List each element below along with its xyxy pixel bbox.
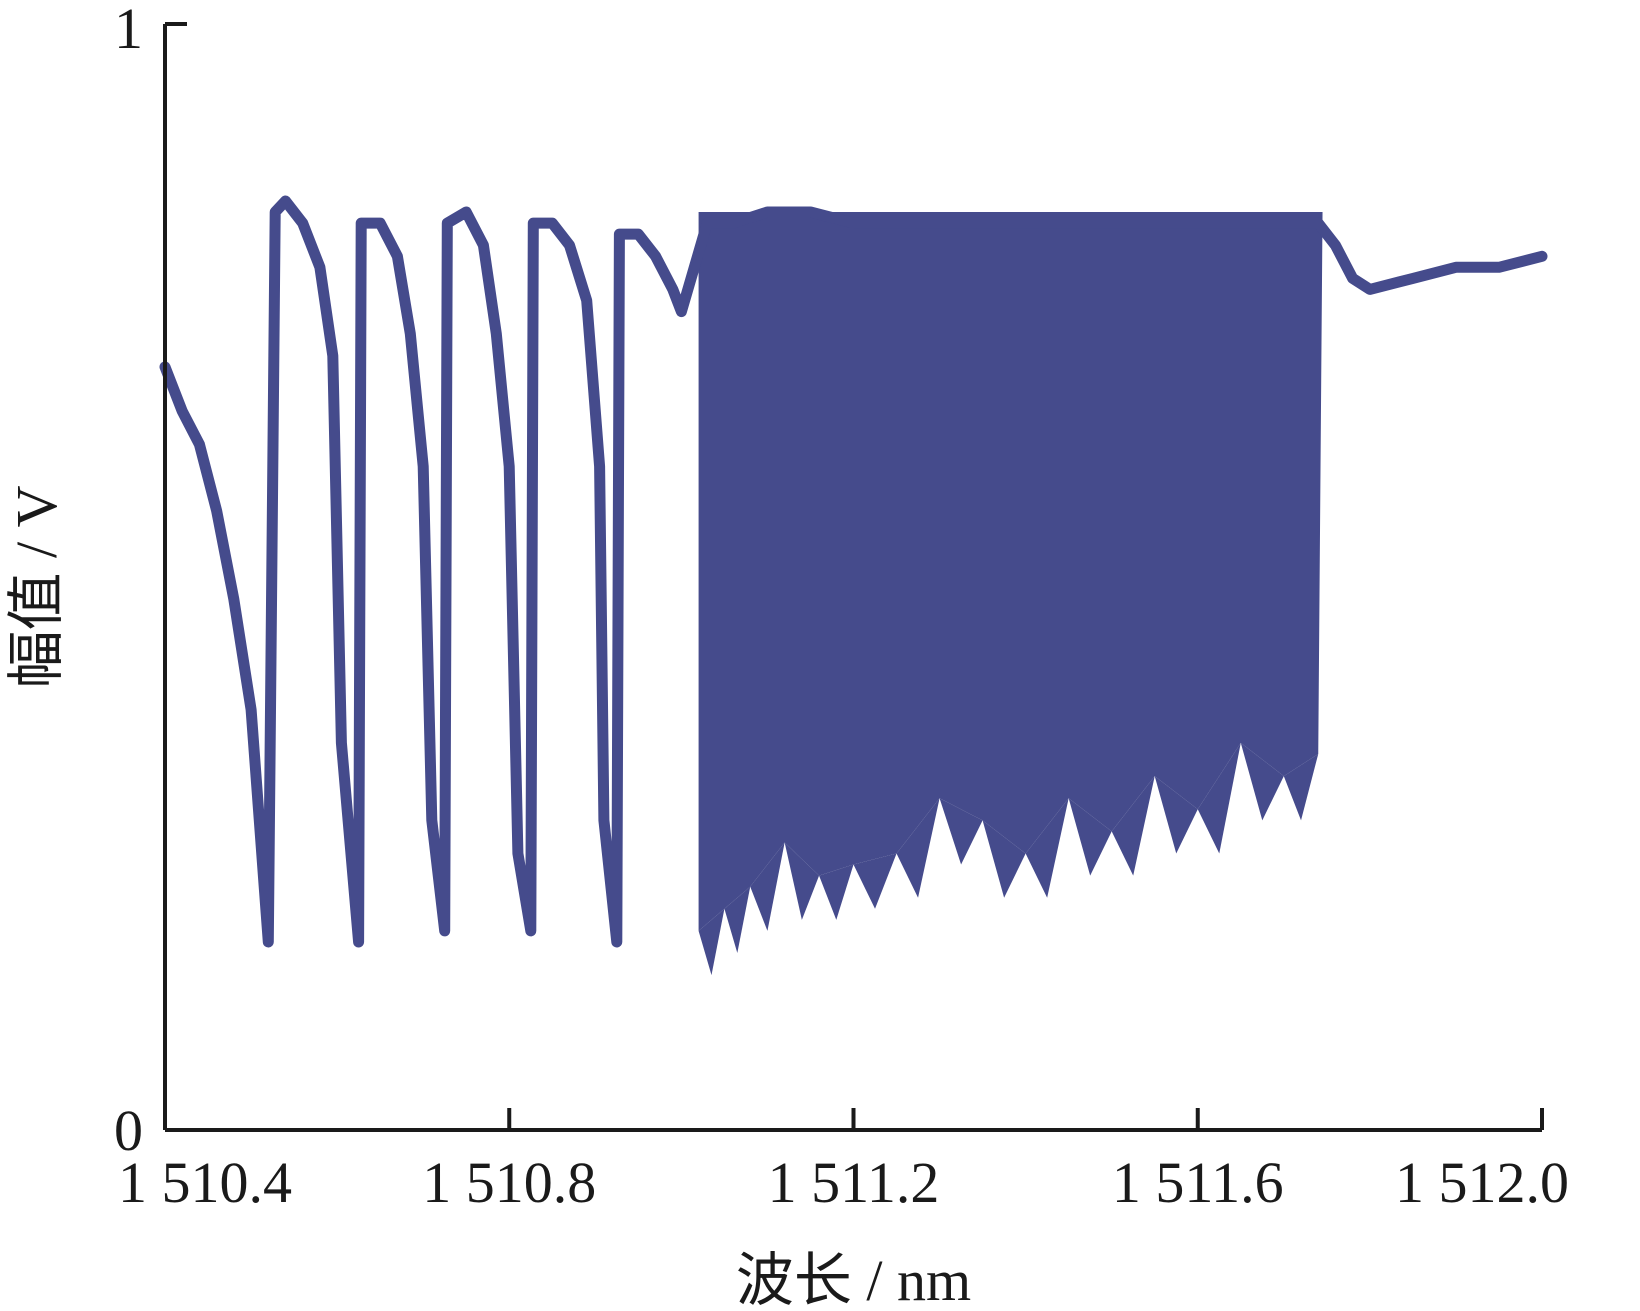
x-axis-title: 波长 / nm — [736, 1248, 971, 1311]
series-fringe-dip — [1025, 798, 1069, 898]
series-fringe-dip — [939, 798, 983, 865]
series-fringe-dip — [853, 853, 897, 909]
y-axis-title: 幅值 / V — [4, 485, 69, 688]
series-fringe-dip — [1240, 742, 1284, 821]
series-fringe-dip — [724, 886, 751, 954]
y-tick-label: 1 — [114, 0, 143, 61]
x-tick-label: 1 511.6 — [1112, 1150, 1284, 1215]
series-fringe-dip — [896, 798, 940, 898]
series-line — [159, 195, 1548, 948]
series-fringe-dip — [1197, 742, 1241, 854]
ticks-layer: 1 510.4 1 510.8 1 511.2 1 511.6 1 512.0 0 1 — [114, 0, 1569, 1215]
series-fringe-dip — [1283, 753, 1319, 821]
series-fringe-dip — [819, 864, 854, 920]
series-fringe-dip — [982, 820, 1026, 898]
series-fringe-dip — [1068, 798, 1112, 876]
series-fringe-dip — [1111, 776, 1155, 876]
x-tick-label: 1 510.4 — [118, 1150, 292, 1215]
x-tick-label: 1 512.0 — [1395, 1150, 1569, 1215]
series-fringe-dip — [784, 842, 820, 920]
series-fringe-dip — [1154, 776, 1198, 854]
series-layer — [159, 195, 1548, 976]
x-tick-label: 1 511.2 — [768, 1150, 940, 1215]
y-tick-label: 0 — [114, 1098, 143, 1163]
series-fringe-dip — [698, 908, 725, 976]
x-tick-label: 1 510.8 — [422, 1150, 596, 1215]
series-fringe-dip — [750, 842, 785, 931]
series-oscillation-band — [698, 212, 1323, 931]
